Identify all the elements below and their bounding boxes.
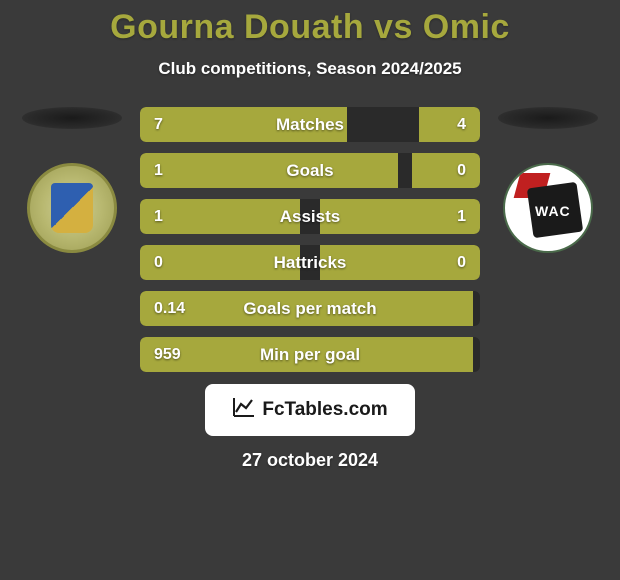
stat-bar: 7Matches4 [140, 107, 480, 142]
left-badge-shield-icon [51, 183, 93, 233]
stat-bar: 1Goals0 [140, 153, 480, 188]
stat-bar: 1Assists1 [140, 199, 480, 234]
right-badge-text: WAC [535, 203, 571, 219]
stat-label: Goals per match [140, 299, 480, 319]
stat-label: Goals [140, 161, 480, 181]
branding-badge[interactable]: FcTables.com [205, 384, 415, 436]
stat-bar: 0.14Goals per match [140, 291, 480, 326]
shadow-ellipse-right [498, 107, 598, 129]
comparison-card: Gourna Douath vs Omic Club competitions,… [0, 0, 620, 471]
left-club-badge [27, 163, 117, 253]
right-club-badge: WAC [503, 163, 593, 253]
stat-bar: 959Min per goal [140, 337, 480, 372]
stat-label: Min per goal [140, 345, 480, 365]
right-player-col: WAC [498, 107, 598, 253]
page-title: Gourna Douath vs Omic [0, 8, 620, 47]
stat-label: Matches [140, 115, 480, 135]
stats-column: 7Matches41Goals01Assists10Hattricks00.14… [140, 107, 480, 372]
left-player-col [22, 107, 122, 253]
content-row: 7Matches41Goals01Assists10Hattricks00.14… [0, 107, 620, 372]
stat-value-right: 0 [457, 162, 466, 180]
stat-value-right: 0 [457, 254, 466, 272]
branding-text: FcTables.com [262, 399, 387, 421]
shadow-ellipse-left [22, 107, 122, 129]
chart-icon [232, 396, 256, 424]
stat-value-right: 4 [457, 116, 466, 134]
stat-label: Hattricks [140, 253, 480, 273]
stat-value-right: 1 [457, 208, 466, 226]
stat-bar: 0Hattricks0 [140, 245, 480, 280]
stat-label: Assists [140, 207, 480, 227]
subtitle: Club competitions, Season 2024/2025 [0, 59, 620, 79]
date-label: 27 october 2024 [0, 450, 620, 471]
right-badge-inner: WAC [505, 165, 591, 251]
